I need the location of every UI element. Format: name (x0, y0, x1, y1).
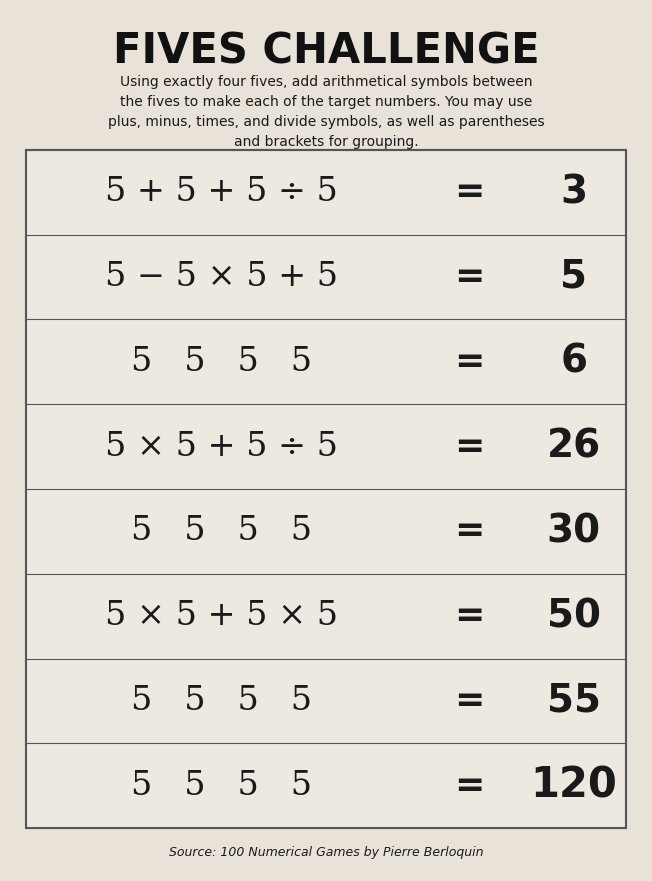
Text: 120: 120 (530, 765, 617, 807)
Text: 5   5   5   5: 5 5 5 5 (131, 515, 312, 547)
Text: =: = (454, 599, 484, 633)
Text: 6: 6 (560, 343, 587, 381)
Text: 5 × 5 + 5 ÷ 5: 5 × 5 + 5 ÷ 5 (105, 431, 338, 463)
Text: 50: 50 (547, 597, 600, 635)
Text: 30: 30 (546, 513, 601, 551)
FancyBboxPatch shape (26, 150, 626, 828)
Text: 26: 26 (546, 427, 601, 465)
Text: =: = (454, 344, 484, 379)
Text: 5   5   5   5: 5 5 5 5 (131, 345, 312, 378)
Text: Source: 100 Numerical Games by Pierre Berloquin: Source: 100 Numerical Games by Pierre Be… (169, 846, 483, 859)
Text: =: = (454, 769, 484, 803)
Text: 5 − 5 × 5 + 5: 5 − 5 × 5 + 5 (105, 261, 338, 293)
Text: =: = (454, 260, 484, 294)
Text: =: = (454, 175, 484, 209)
Text: 5 + 5 + 5 ÷ 5: 5 + 5 + 5 ÷ 5 (105, 176, 338, 208)
Text: FIVES CHALLENGE: FIVES CHALLENGE (113, 31, 539, 73)
Text: 5 × 5 + 5 × 5: 5 × 5 + 5 × 5 (105, 600, 338, 633)
Text: 5   5   5   5: 5 5 5 5 (131, 685, 312, 717)
Text: Using exactly four fives, add arithmetical symbols between
the fives to make eac: Using exactly four fives, add arithmetic… (108, 75, 544, 149)
Text: =: = (454, 430, 484, 463)
Text: 5: 5 (560, 258, 587, 296)
Text: =: = (454, 684, 484, 718)
Text: =: = (454, 515, 484, 548)
Text: 3: 3 (560, 174, 587, 211)
Text: 55: 55 (547, 682, 600, 720)
Text: 5   5   5   5: 5 5 5 5 (131, 770, 312, 802)
